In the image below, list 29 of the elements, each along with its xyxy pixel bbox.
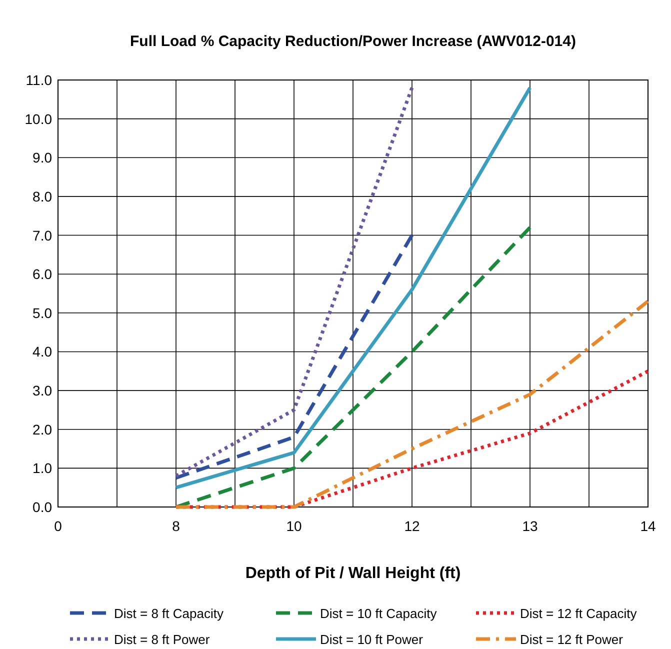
y-tick-label: 6.0 <box>32 266 52 282</box>
x-tick-label: 13 <box>522 518 538 534</box>
legend-label: Dist = 10 ft Power <box>320 632 424 647</box>
legend-label: Dist = 12 ft Power <box>520 632 624 647</box>
x-tick-label: 10 <box>286 518 302 534</box>
y-tick-label: 1.0 <box>32 460 52 476</box>
x-tick-label: 0 <box>54 518 62 534</box>
legend-label: Dist = 8 ft Power <box>114 632 210 647</box>
y-tick-label: 8.0 <box>32 188 52 204</box>
y-tick-label: 4.0 <box>32 344 52 360</box>
y-tick-label: 11.0 <box>26 72 52 88</box>
y-tick-label: 2.0 <box>32 421 52 438</box>
y-tick-label: 7.0 <box>32 227 52 244</box>
y-tick-label: 0.0 <box>32 499 52 515</box>
x-tick-label: 8 <box>172 518 180 534</box>
y-tick-label: 3.0 <box>32 382 52 399</box>
x-tick-label: 14 <box>640 518 656 534</box>
legend-label: Dist = 10 ft Capacity <box>320 606 438 621</box>
y-tick-label: 10.0 <box>24 110 52 127</box>
x-axis-title: Depth of Pit / Wall Height (ft) <box>245 565 461 582</box>
line-series <box>174 226 532 509</box>
legend-label: Dist = 12 ft Capacity <box>520 606 638 621</box>
y-tick-label: 9.0 <box>32 150 52 166</box>
x-tick-label: 12 <box>404 518 420 534</box>
legend-label: Dist = 8 ft Capacity <box>114 606 224 621</box>
chart-title: Full Load % Capacity Reduction/Power Increase (AWV012-014) <box>130 33 576 50</box>
y-tick-label: 5.0 <box>32 304 52 321</box>
line-series <box>174 86 532 490</box>
line-series <box>174 300 650 509</box>
